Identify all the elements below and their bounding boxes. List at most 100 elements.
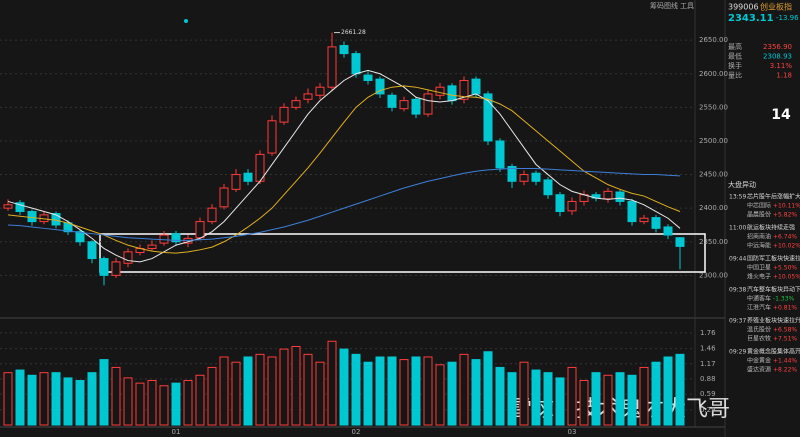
candle-body: [303, 93, 313, 100]
volume-bar: [123, 377, 133, 426]
candle-body: [75, 231, 85, 243]
volume-bar: [159, 385, 169, 426]
tab[interactable]: 工具: [680, 2, 694, 10]
candle-body: [387, 94, 397, 108]
candle-body: [531, 172, 541, 182]
stock-name: 盛达资源: [747, 366, 771, 374]
volume-bar: [147, 380, 157, 426]
stock-change: +10.05%: [773, 274, 800, 281]
candle-body: [483, 93, 493, 142]
volume-bar: [543, 372, 553, 426]
candle-body: [123, 251, 133, 264]
stock-change: +5.50%: [773, 265, 797, 272]
y-tick-label: 2450.00: [699, 171, 728, 179]
volume-bar: [411, 356, 421, 426]
volume-bar: [267, 356, 277, 426]
tab[interactable]: 图线: [664, 1, 678, 10]
candle-body: [663, 226, 673, 236]
ma-line: [7, 168, 681, 241]
price: 2343.11: [728, 13, 774, 24]
stock-change: +7.51%: [773, 336, 797, 343]
quote-label: 最高: [728, 42, 742, 51]
code: 399006: [728, 3, 759, 12]
volume-bar: [555, 377, 565, 426]
event-time: 09:44: [729, 256, 746, 263]
event-title: 养殖业板块快速拉升: [747, 317, 800, 325]
stock-change: +6.74%: [773, 234, 797, 241]
y-tick-label: 2300.00: [699, 271, 728, 279]
volume-bar: [495, 366, 505, 426]
volume-bar: [363, 361, 373, 426]
candle-body: [111, 261, 121, 276]
stock-change: +10.02%: [773, 243, 800, 250]
volume-bar: [279, 348, 289, 426]
event-title: 航运板块持续走强: [747, 224, 795, 232]
y-tick-label: 2650.00: [699, 36, 728, 44]
volume-bar: [135, 382, 145, 426]
stock-name: 晶晨股份: [747, 211, 771, 219]
stock-name: 中通客车: [747, 295, 771, 303]
candle-body: [411, 98, 421, 115]
volume-bar: [519, 361, 529, 426]
candle-body: [231, 174, 241, 190]
volume-bar: [483, 351, 493, 426]
candle-body: [279, 106, 289, 123]
candle-body: [399, 100, 409, 110]
stock-name: 招商南油: [747, 233, 771, 241]
stock-change: +0.81%: [773, 305, 797, 312]
candle-body: [207, 207, 217, 223]
event-time: 09:38: [729, 287, 746, 294]
volume-bar: [639, 366, 649, 426]
candle-body: [423, 93, 433, 115]
candle-body: [519, 174, 529, 182]
volume-bar: [567, 366, 577, 426]
volume-bar: [435, 364, 445, 426]
volume-bar: [459, 353, 469, 426]
volume-bar: [243, 356, 253, 426]
quote-value: 2308.93: [763, 53, 792, 61]
candle-body: [363, 74, 373, 81]
candle-body: [567, 200, 577, 212]
volume-bar: [615, 372, 625, 426]
stock-change: +1.44%: [773, 358, 797, 365]
volume-bar: [75, 380, 85, 426]
ma-line: [7, 69, 681, 263]
change: -13.96: [776, 14, 799, 22]
volume-bar: [471, 359, 481, 426]
candle-body: [639, 217, 649, 223]
volume-bar: [423, 356, 433, 426]
highlight-box: [99, 233, 706, 273]
volume-bar: [507, 372, 517, 426]
volume-bar: [579, 380, 589, 426]
volume-bar: [399, 359, 409, 426]
volume-bar: [255, 353, 265, 426]
name: 创业板指: [760, 2, 792, 12]
y-tick-label: 2350.00: [699, 238, 728, 246]
annotation: 2661.28: [341, 29, 366, 36]
tab[interactable]: 筹码: [650, 1, 664, 10]
y-tick-label: 2600.00: [699, 70, 728, 78]
candle-body: [543, 179, 553, 196]
volume-bar: [39, 372, 49, 426]
y-tick-label: 1.17: [700, 360, 716, 368]
candle-body: [15, 202, 25, 213]
ma-line: [7, 85, 681, 254]
candle-body: [339, 45, 349, 55]
event-title: 芯片股午后涨幅扩大: [747, 193, 800, 201]
volume-bar: [351, 353, 361, 426]
candle-body: [435, 86, 445, 96]
y-tick-label: 1.46: [700, 345, 716, 353]
y-tick-label: 2400.00: [699, 204, 728, 212]
event-title: 国防军工板块快速拉升: [747, 255, 800, 263]
volume-bar: [303, 353, 313, 426]
y-tick-label: 1.76: [700, 329, 716, 337]
stock-change: +8.22%: [773, 367, 797, 374]
candle-body: [651, 217, 661, 229]
candle-body: [171, 233, 181, 243]
candle-body: [555, 194, 565, 213]
quote-value: 2356.90: [763, 43, 792, 51]
candle-body: [243, 172, 253, 182]
volume-bar: [531, 369, 541, 426]
volume-bar: [3, 372, 13, 426]
stock-name: 中芯国际: [747, 202, 771, 210]
